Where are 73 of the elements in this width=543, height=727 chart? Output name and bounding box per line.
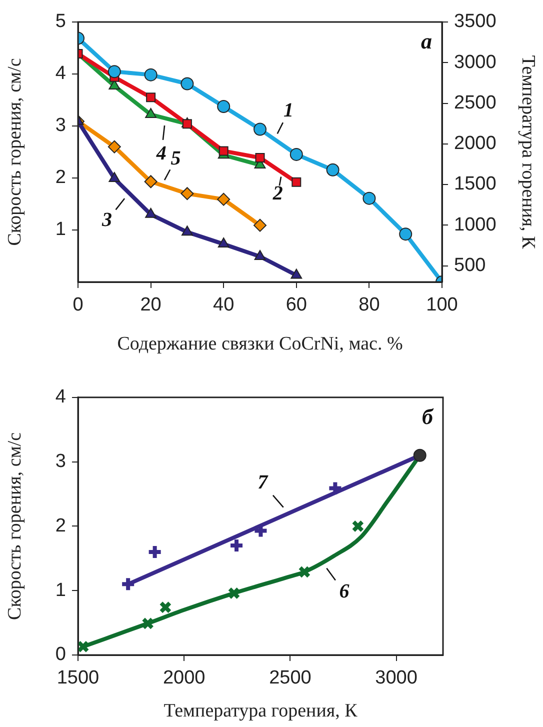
series-label: 1	[284, 99, 294, 122]
y2-tick-label: 500	[454, 254, 486, 276]
x-tick-label: 60	[286, 294, 307, 316]
y-tick-label: 5	[55, 11, 66, 32]
y-tick-label: 1	[55, 580, 66, 601]
point	[180, 77, 194, 90]
series-label: 5	[170, 147, 181, 170]
point	[144, 175, 158, 188]
y2-tick-label: 2500	[454, 92, 496, 114]
y-tick-label: 4	[55, 386, 66, 408]
point	[254, 122, 266, 136]
y2-tick-label: 1000	[454, 214, 496, 236]
series-label: 3	[100, 209, 112, 232]
x-tick-label: 100	[426, 294, 458, 316]
point	[182, 226, 193, 236]
point	[108, 140, 121, 154]
y2-tick-label: 2000	[454, 133, 496, 154]
y-axis-title: Скорость горения, см/с	[4, 58, 26, 246]
point	[217, 192, 230, 206]
point	[254, 250, 266, 260]
point	[217, 100, 230, 113]
x-tick-label: 40	[213, 294, 234, 316]
x-tick-label: 2000	[162, 668, 206, 689]
point	[142, 617, 154, 630]
y-tick-label: 2	[55, 515, 66, 536]
x-tick-label: 20	[140, 294, 162, 316]
point	[290, 268, 302, 279]
point	[108, 65, 121, 78]
series-label: 7	[258, 471, 269, 494]
point	[159, 601, 172, 614]
point	[145, 108, 156, 118]
y-axis-title: Скорость горения, см/с	[4, 432, 26, 620]
point	[290, 148, 303, 161]
point	[399, 228, 412, 241]
point	[298, 566, 311, 578]
series-label: 4	[155, 142, 166, 164]
point	[145, 208, 156, 218]
y2-tick-label: 1500	[454, 174, 496, 195]
y-tick-label: 0	[55, 644, 66, 666]
y2-axis-title: Температура горения, К	[518, 55, 539, 250]
x-tick-label: 2500	[269, 668, 312, 689]
point	[255, 152, 265, 162]
point	[292, 177, 302, 187]
y-tick-label: 2	[55, 167, 66, 188]
y-tick-label: 3	[55, 115, 66, 136]
y-tick-label: 4	[55, 63, 66, 84]
annotation: б	[422, 404, 434, 430]
point	[182, 119, 192, 129]
point	[218, 146, 228, 156]
point	[352, 520, 364, 532]
point	[180, 187, 194, 200]
y2-tick-label: 3500	[454, 11, 496, 32]
point	[108, 172, 120, 182]
x-tick-label: 1500	[56, 668, 100, 689]
x-axis-title: Содержание связки CoCrNi, мас. %	[117, 334, 403, 355]
x-tick-label: 0	[72, 294, 84, 316]
point	[146, 92, 156, 102]
x-tick-label: 80	[358, 294, 380, 316]
y2-tick-label: 3000	[454, 52, 496, 73]
point	[218, 238, 230, 248]
y-tick-label: 1	[55, 219, 66, 240]
x-tick-label: 3000	[375, 668, 418, 689]
point	[228, 586, 240, 600]
annotation: а	[421, 28, 432, 54]
point	[326, 163, 340, 176]
point	[327, 480, 344, 496]
series-label: 2	[272, 182, 283, 205]
y-tick-label: 3	[55, 451, 66, 472]
point	[254, 218, 266, 232]
point	[144, 68, 158, 82]
series-label: 6	[339, 580, 350, 602]
x-axis-title: Температура горения, К	[164, 700, 358, 722]
point	[362, 192, 376, 205]
